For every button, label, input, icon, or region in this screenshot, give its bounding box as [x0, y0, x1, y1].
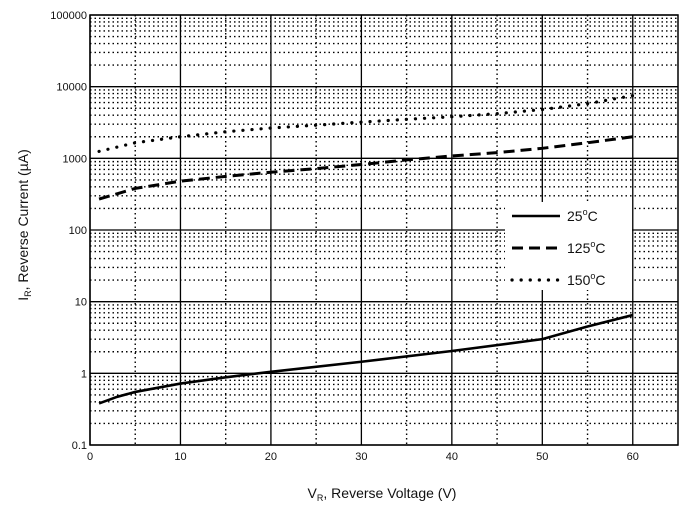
y-axis-label: IR, Reverse Current (µA): [15, 149, 33, 301]
y-tick-labels: 0.1 1 10 100 1000 10000 100000: [50, 10, 87, 452]
y-tick-label: 10000: [56, 82, 87, 94]
y-tick-label: 100000: [50, 10, 87, 22]
legend: 25oC 125oC 150oC: [505, 202, 632, 290]
x-tick-label: 0: [87, 451, 93, 463]
x-axis-label: VR, Reverse Voltage (V): [308, 485, 457, 503]
y-tick-label: 0.1: [72, 440, 87, 452]
legend-label-25C: 25oC: [567, 207, 598, 224]
x-tick-label: 40: [446, 451, 458, 463]
series-line-125C: [98, 135, 633, 201]
x-tick-label: 10: [174, 451, 186, 463]
y-tick-label: 1: [81, 368, 87, 380]
legend-label-150C: 150oC: [567, 271, 606, 288]
x-tick-label: 60: [627, 451, 639, 463]
x-tick-labels: 0 10 20 30 40 50 60: [87, 451, 639, 463]
legend-label-125C: 125oC: [567, 239, 606, 256]
series-layer: [97, 94, 635, 405]
y-tick-label: 1000: [63, 153, 87, 165]
plot-frame: [89, 14, 679, 446]
series-line-25C: [98, 313, 634, 405]
x-tick-label: 50: [536, 451, 548, 463]
y-tick-label: 100: [69, 225, 87, 237]
series-line-150C: [97, 94, 635, 153]
minor-grid: [90, 15, 678, 445]
x-tick-label: 30: [355, 451, 367, 463]
y-tick-label: 10: [75, 297, 87, 309]
x-tick-label: 20: [265, 451, 277, 463]
